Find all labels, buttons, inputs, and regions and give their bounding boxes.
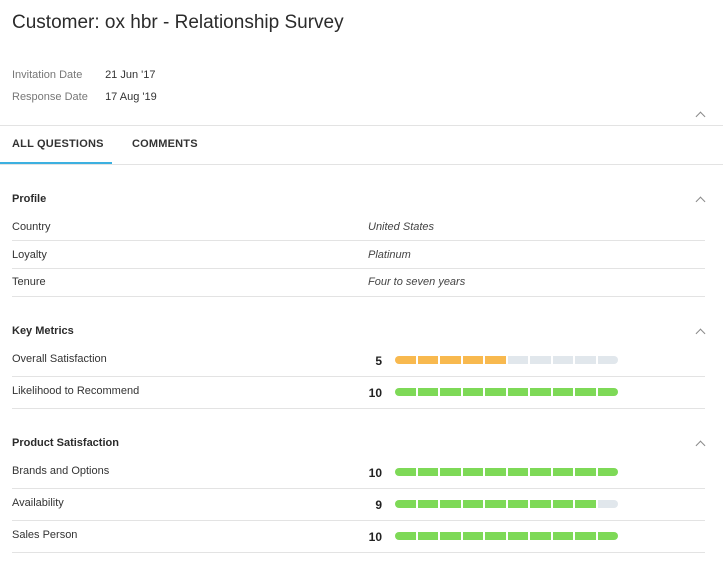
profile-row-loyalty: Loyalty Platinum (12, 241, 705, 269)
score-segment-filled (485, 532, 506, 540)
score-segment-filled (395, 532, 416, 540)
score-segment-filled (507, 532, 528, 540)
score-segment-filled (597, 468, 618, 476)
score-segment-filled (575, 532, 596, 540)
metric-row-sales-person: Sales Person 10 (12, 521, 705, 553)
metric-row-overall-satisfaction: Overall Satisfaction 5 (12, 345, 705, 377)
question-label: Loyalty (12, 249, 47, 261)
score-value: 10 (368, 530, 382, 544)
question-label: Availability (12, 497, 64, 509)
tabs-divider (0, 164, 723, 165)
score-segment-empty (597, 356, 618, 364)
score-segment-filled (575, 500, 596, 508)
score-segment-filled (530, 532, 551, 540)
collapse-key-metrics-chevron-up-icon[interactable] (695, 328, 706, 339)
score-segment-filled (417, 468, 438, 476)
score-segment-filled (395, 468, 416, 476)
score-value: 9 (375, 498, 382, 512)
metric-row-brands-and-options: Brands and Options 10 (12, 457, 705, 489)
score-segment-filled (507, 388, 528, 396)
score-segment-filled (597, 532, 618, 540)
score-segment-filled (530, 500, 551, 508)
score-segment-filled (462, 468, 483, 476)
score-segment-filled (440, 388, 461, 396)
score-segment-filled (575, 388, 596, 396)
score-segment-filled (462, 388, 483, 396)
score-bar (395, 500, 618, 508)
tab-comments[interactable]: COMMENTS (132, 138, 198, 150)
section-title-profile: Profile (12, 193, 47, 205)
score-segment-filled (485, 388, 506, 396)
score-bar (395, 468, 618, 476)
collapse-header-chevron-up-icon[interactable] (695, 111, 706, 122)
score-segment-filled (552, 532, 573, 540)
score-segment-filled (417, 356, 438, 364)
question-label: Brands and Options (12, 465, 110, 477)
metric-row-availability: Availability 9 (12, 489, 705, 521)
invitation-date: Invitation Date 21 Jun '17 (12, 69, 155, 81)
score-segment-filled (485, 356, 506, 364)
score-segment-filled (395, 356, 416, 364)
score-segment-filled (597, 388, 618, 396)
score-segment-filled (552, 500, 573, 508)
score-value: 5 (375, 354, 382, 368)
score-bar (395, 356, 618, 364)
score-segment-filled (530, 468, 551, 476)
tab-all-questions[interactable]: ALL QUESTIONS (12, 138, 104, 150)
question-label: Likelihood to Recommend (12, 385, 140, 397)
score-bar (395, 532, 618, 540)
score-segment-filled (440, 356, 461, 364)
score-segment-filled (417, 500, 438, 508)
score-segment-filled (552, 468, 573, 476)
score-segment-empty (507, 356, 528, 364)
response-date-label: Response Date (12, 91, 88, 103)
response-date-value: 17 Aug '19 (105, 91, 157, 103)
answer-value: Platinum (368, 249, 411, 261)
score-segment-filled (440, 532, 461, 540)
answer-value: Four to seven years (368, 276, 466, 288)
section-title-product-satisfaction: Product Satisfaction (12, 437, 119, 449)
score-segment-filled (440, 468, 461, 476)
question-label: Country (12, 221, 51, 233)
score-segment-empty (575, 356, 596, 364)
score-segment-filled (395, 388, 416, 396)
invitation-date-value: 21 Jun '17 (105, 69, 156, 81)
score-segment-empty (530, 356, 551, 364)
invitation-date-label: Invitation Date (12, 69, 83, 81)
score-segment-filled (485, 468, 506, 476)
score-segment-filled (530, 388, 551, 396)
section-title-key-metrics: Key Metrics (12, 325, 74, 337)
score-segment-filled (462, 356, 483, 364)
score-value: 10 (368, 386, 382, 400)
profile-row-country: Country United States (12, 213, 705, 241)
score-bar (395, 388, 618, 396)
question-label: Tenure (12, 276, 46, 288)
response-date: Response Date 17 Aug '19 (12, 91, 157, 103)
score-segment-filled (462, 532, 483, 540)
metric-row-likelihood-to-recommend: Likelihood to Recommend 10 (12, 377, 705, 409)
collapse-profile-chevron-up-icon[interactable] (695, 196, 706, 207)
score-segment-filled (507, 500, 528, 508)
score-segment-empty (597, 500, 618, 508)
score-segment-filled (417, 532, 438, 540)
collapse-product-satisfaction-chevron-up-icon[interactable] (695, 440, 706, 451)
score-segment-filled (462, 500, 483, 508)
score-segment-empty (552, 356, 573, 364)
page-title: Customer: ox hbr - Relationship Survey (12, 12, 344, 33)
profile-row-tenure: Tenure Four to seven years (12, 269, 705, 297)
question-label: Sales Person (12, 529, 78, 541)
active-tab-indicator (0, 162, 112, 164)
divider (0, 125, 723, 126)
score-segment-filled (552, 388, 573, 396)
score-value: 10 (368, 466, 382, 480)
score-segment-filled (575, 468, 596, 476)
score-segment-filled (417, 388, 438, 396)
answer-value: United States (368, 221, 435, 233)
score-segment-filled (485, 500, 506, 508)
score-segment-filled (395, 500, 416, 508)
score-segment-filled (440, 500, 461, 508)
question-label: Overall Satisfaction (12, 353, 107, 365)
score-segment-filled (507, 468, 528, 476)
